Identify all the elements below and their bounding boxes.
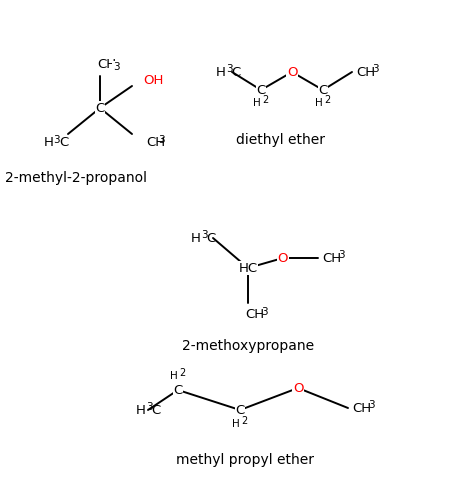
- Text: H: H: [253, 98, 261, 108]
- Text: 2: 2: [241, 416, 247, 426]
- Text: 2-methoxypropane: 2-methoxypropane: [182, 339, 314, 353]
- Text: OH: OH: [143, 73, 163, 87]
- Text: 3: 3: [372, 64, 378, 74]
- Text: C: C: [151, 403, 160, 417]
- Text: 3: 3: [158, 135, 165, 145]
- Text: CH: CH: [97, 58, 116, 70]
- Text: 3: 3: [226, 64, 233, 74]
- Text: C: C: [206, 232, 215, 245]
- Text: 3: 3: [261, 307, 268, 317]
- Text: diethyl ether: diethyl ether: [235, 133, 324, 147]
- Text: 3: 3: [368, 400, 374, 410]
- Text: H: H: [315, 98, 323, 108]
- Text: C: C: [319, 84, 328, 96]
- Text: C: C: [173, 383, 183, 397]
- Text: O: O: [287, 65, 297, 79]
- Text: C: C: [59, 136, 68, 150]
- Text: O: O: [293, 381, 303, 395]
- Text: CH: CH: [245, 308, 264, 321]
- Text: C: C: [231, 65, 240, 79]
- Text: 3: 3: [53, 135, 59, 145]
- Text: CH: CH: [146, 136, 165, 150]
- Text: 3: 3: [201, 229, 207, 240]
- Text: 2: 2: [324, 95, 330, 105]
- Text: H: H: [170, 371, 178, 381]
- Text: H: H: [232, 419, 240, 429]
- Text: methyl propyl ether: methyl propyl ether: [176, 453, 314, 467]
- Text: 3: 3: [146, 401, 153, 411]
- Text: CH: CH: [352, 401, 371, 414]
- Text: CH: CH: [322, 251, 341, 265]
- Text: 3: 3: [338, 250, 345, 260]
- Text: 3: 3: [113, 62, 120, 72]
- Text: O: O: [278, 251, 288, 265]
- Text: 2: 2: [179, 368, 185, 378]
- Text: C: C: [235, 403, 245, 417]
- Text: HC: HC: [238, 262, 257, 275]
- Text: H: H: [136, 403, 146, 417]
- Text: CH: CH: [356, 65, 375, 79]
- Text: H: H: [191, 232, 201, 245]
- Text: 2: 2: [262, 95, 268, 105]
- Text: C: C: [256, 84, 266, 96]
- Text: C: C: [95, 101, 104, 115]
- Text: 2-methyl-2-propanol: 2-methyl-2-propanol: [5, 171, 147, 185]
- Text: H: H: [44, 136, 54, 150]
- Text: H: H: [216, 65, 226, 79]
